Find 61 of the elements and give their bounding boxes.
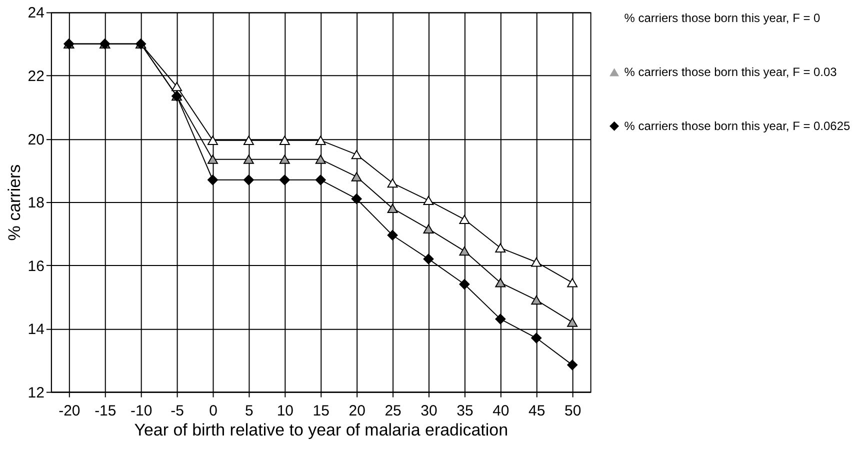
y-tick-label: 22 [28, 68, 44, 85]
point [531, 295, 542, 305]
x-tick-label: 30 [420, 402, 438, 420]
x-tick-label: 10 [276, 402, 294, 420]
x-tick-label: 25 [384, 402, 402, 420]
y-tick-label: 18 [28, 194, 44, 212]
point [208, 154, 218, 164]
point [315, 154, 326, 164]
point [459, 246, 470, 256]
point [315, 136, 326, 145]
point [387, 178, 398, 188]
point [531, 332, 542, 344]
x-tick-label: -5 [170, 402, 184, 420]
text: % carriers those born this year, F = 0 [624, 11, 821, 26]
point [531, 258, 542, 267]
point [243, 154, 254, 164]
x-tick-label: -10 [130, 402, 152, 420]
point [172, 82, 182, 92]
x-tick-label: -15 [94, 402, 116, 420]
legend-label: % carriers those born this year, F = 0.03 [624, 65, 838, 80]
x-tick-label: 35 [456, 402, 474, 420]
point [423, 196, 434, 206]
point [208, 136, 218, 145]
point [423, 224, 434, 234]
x-tick-label: 40 [492, 402, 510, 420]
x-tick-label: 45 [528, 402, 546, 420]
point [567, 278, 578, 288]
point [243, 174, 254, 186]
legend-label: % carriers those born this year, F = 0.0625 [624, 119, 850, 134]
point [279, 174, 290, 186]
point [459, 214, 470, 224]
x-tick-label: 0 [209, 402, 218, 420]
point [243, 136, 254, 145]
point [423, 254, 434, 264]
point [459, 279, 470, 290]
point [279, 154, 290, 164]
point [495, 278, 506, 288]
point [567, 360, 578, 370]
point [351, 172, 362, 182]
y-tick-label: 24 [28, 4, 44, 22]
point [315, 174, 326, 186]
point [567, 318, 578, 327]
x-tick-label: 5 [245, 402, 254, 420]
x-tick-label: 50 [564, 402, 582, 420]
point [351, 194, 362, 204]
point [279, 136, 290, 145]
y-tick-label: 20 [28, 131, 44, 148]
y-tick-label: 14 [28, 321, 44, 338]
point [351, 150, 362, 160]
x-axis-title: Year of birth relative to year of malaria eradication [134, 420, 508, 440]
y-tick-label: 16 [28, 258, 44, 275]
point [387, 230, 398, 240]
y-tick-label: 12 [28, 384, 44, 402]
point [208, 174, 218, 186]
x-tick-label: -20 [58, 402, 80, 420]
x-tick-label: 15 [312, 402, 330, 420]
y-axis-title: % carriers [4, 164, 24, 241]
point [495, 314, 506, 324]
x-tick-label: 20 [348, 402, 366, 420]
point [495, 243, 506, 252]
point [387, 204, 398, 213]
